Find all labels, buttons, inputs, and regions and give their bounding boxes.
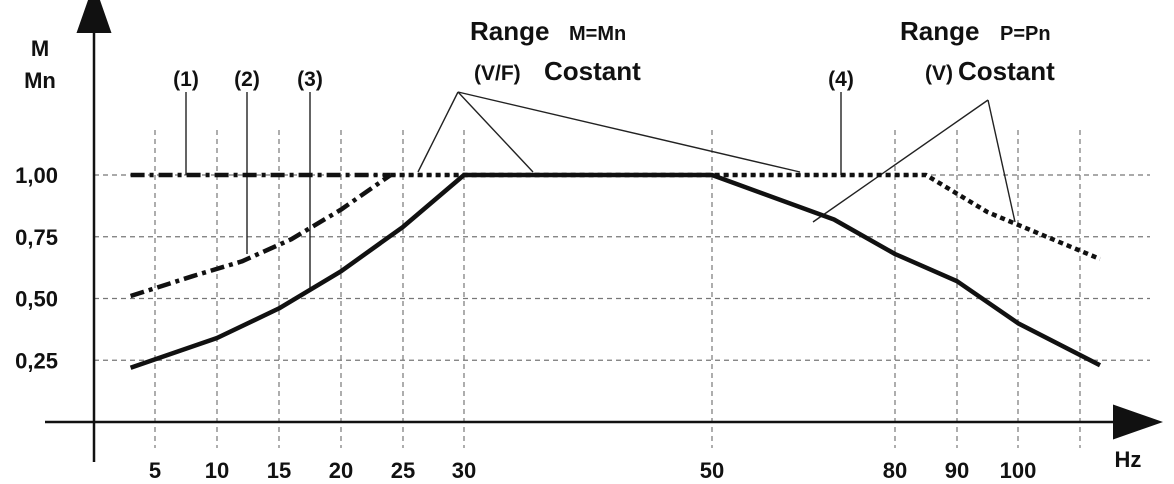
x-tick-label-5: 5 [149,458,161,483]
annotation-range-ppn-mode: (V) [925,62,953,85]
x-tick-labels: 5 10 15 20 25 30 50 80 90 100 [149,458,1036,483]
annotation-range-ppn-formula: P=Pn [1000,23,1051,45]
y-tick-label-2: 0,75 [15,225,58,250]
leader-line-9 [987,99,1016,223]
x-axis-title: Hz [1115,447,1142,472]
x-tick-label-30: 30 [452,458,476,483]
leader-line-5 [417,91,459,173]
series-line-2 [129,173,392,299]
y-axis-title-mn: Mn [24,68,56,93]
x-tick-label-25: 25 [391,458,415,483]
leader-line-7 [457,91,801,173]
annotation-range-mmn-word: Range [470,16,549,46]
x-tick-label-50: 50 [700,458,724,483]
y-axis-title-m: M [31,36,49,61]
annotation-range-ppn-word: Range [900,16,979,46]
x-tick-label-15: 15 [267,458,291,483]
x-tick-label-10: 10 [205,458,229,483]
x-tick-label-90: 90 [945,458,969,483]
annotation-range-mmn-formula: M=Mn [569,23,626,45]
annotation-range-ppn-costant: Costant [958,56,1055,86]
grid-lines [94,130,1150,448]
curve-label-2: (2) [234,68,260,91]
x-tick-label-20: 20 [329,458,353,483]
series-lines [129,172,1102,370]
curve-label-3: (3) [297,68,323,91]
curve-label-1: (1) [173,68,199,91]
y-tick-label-1: 1,00 [15,163,58,188]
series-line-4 [390,172,1101,262]
y-tick-label-4: 0,25 [15,348,58,373]
annotation-leader-lines [185,91,1016,290]
leader-line-8 [812,99,989,223]
annotation-range-mmn-mode: (V/F) [474,62,521,85]
y-tick-label-3: 0,50 [15,287,58,312]
x-tick-label-100: 100 [1000,458,1037,483]
y-tick-labels: 1,00 0,75 0,50 0,25 [15,163,58,373]
axes [45,0,1163,462]
leader-line-6 [457,91,534,173]
annotation-range-mmn-costant: Costant [544,56,641,86]
x-tick-label-80: 80 [883,458,907,483]
curve-label-4: (4) [828,68,854,91]
series-line-3 [129,172,1102,370]
